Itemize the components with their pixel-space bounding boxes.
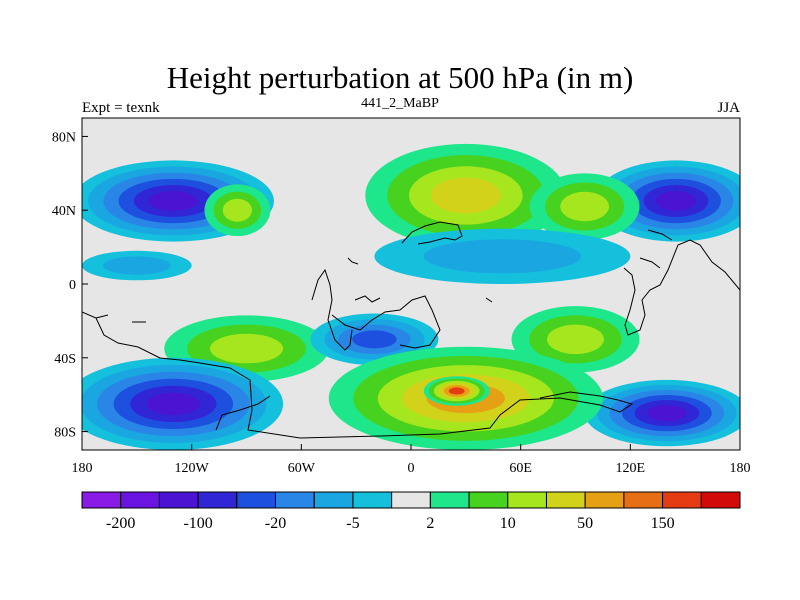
contour-level-11-5 <box>646 405 687 422</box>
colorbar-swatch <box>391 491 431 509</box>
contour-level-10-5 <box>146 392 200 416</box>
contour-level-3-3 <box>430 177 501 214</box>
colorbar-label: 150 <box>651 515 675 532</box>
coastlines <box>82 221 740 439</box>
y-tick-label: 80S <box>54 426 76 441</box>
colorbar-swatch <box>507 491 547 509</box>
contour-level-1-5 <box>656 191 696 211</box>
colorbar-label: 10 <box>500 515 516 532</box>
x-tick-label: 180 <box>72 461 93 476</box>
y-tick-label: 0 <box>69 278 76 293</box>
colorbar-swatch <box>429 491 470 509</box>
colorbar-swatch <box>700 491 741 509</box>
colorbar-swatch <box>468 491 509 509</box>
season-label: JJA <box>717 100 740 116</box>
contour-level-13-5 <box>448 387 465 395</box>
colorbar-swatch <box>158 491 199 509</box>
colorbar-swatch <box>584 491 625 509</box>
colorbar-swatch <box>197 491 238 509</box>
colorbar: -200 -100 -20 -5 2 10 50 150 <box>81 491 741 532</box>
contour-fields <box>82 143 740 450</box>
x-tick-label: 60W <box>288 461 316 476</box>
colorbar-swatch <box>662 491 702 509</box>
x-tick-label: 60E <box>509 461 532 476</box>
contour-level-0-5 <box>149 191 198 211</box>
colorbar-swatch <box>313 491 354 509</box>
contour-level-5-1 <box>423 239 582 274</box>
y-tick-label: 40N <box>52 204 76 219</box>
contour-level-7-2 <box>209 333 284 364</box>
x-tick-label: 0 <box>408 461 415 476</box>
colorbar-swatch <box>236 491 277 509</box>
x-tick-label: 120W <box>175 461 210 476</box>
colorbar-label: 2 <box>426 515 434 532</box>
colorbar-swatch <box>120 491 160 509</box>
x-axis: 180 120W 60W 0 60E 120E 180 <box>72 444 751 476</box>
colorbar-swatch <box>623 491 664 509</box>
experiment-label: Expt = texnk <box>82 100 160 116</box>
colorbar-label: 50 <box>577 515 593 532</box>
colorbar-label: -5 <box>346 515 359 532</box>
colorbar-label: -20 <box>265 515 286 532</box>
contour-level-6-1 <box>103 256 171 275</box>
contour-level-2-2 <box>222 198 252 222</box>
case-label: 441_2_MaBP <box>361 96 439 111</box>
y-axis: 80N 40N 0 40S 80S <box>52 130 88 441</box>
colorbar-swatch <box>275 491 315 509</box>
colorbar-label: -200 <box>106 515 135 532</box>
y-tick-label: 80N <box>52 130 76 145</box>
y-tick-label: 40S <box>54 352 76 367</box>
colorbar-label: -100 <box>183 515 212 532</box>
x-tick-label: 120E <box>616 461 646 476</box>
contour-level-8-2 <box>547 324 604 355</box>
chart-title: Height perturbation at 500 hPa (in m) <box>166 60 634 95</box>
x-tick-label: 180 <box>730 461 751 476</box>
colorbar-swatch <box>81 491 122 509</box>
contour-level-9-3 <box>352 330 397 349</box>
colorbar-swatch <box>545 491 586 509</box>
contour-level-4-2 <box>560 191 610 222</box>
colorbar-swatch <box>352 491 393 509</box>
